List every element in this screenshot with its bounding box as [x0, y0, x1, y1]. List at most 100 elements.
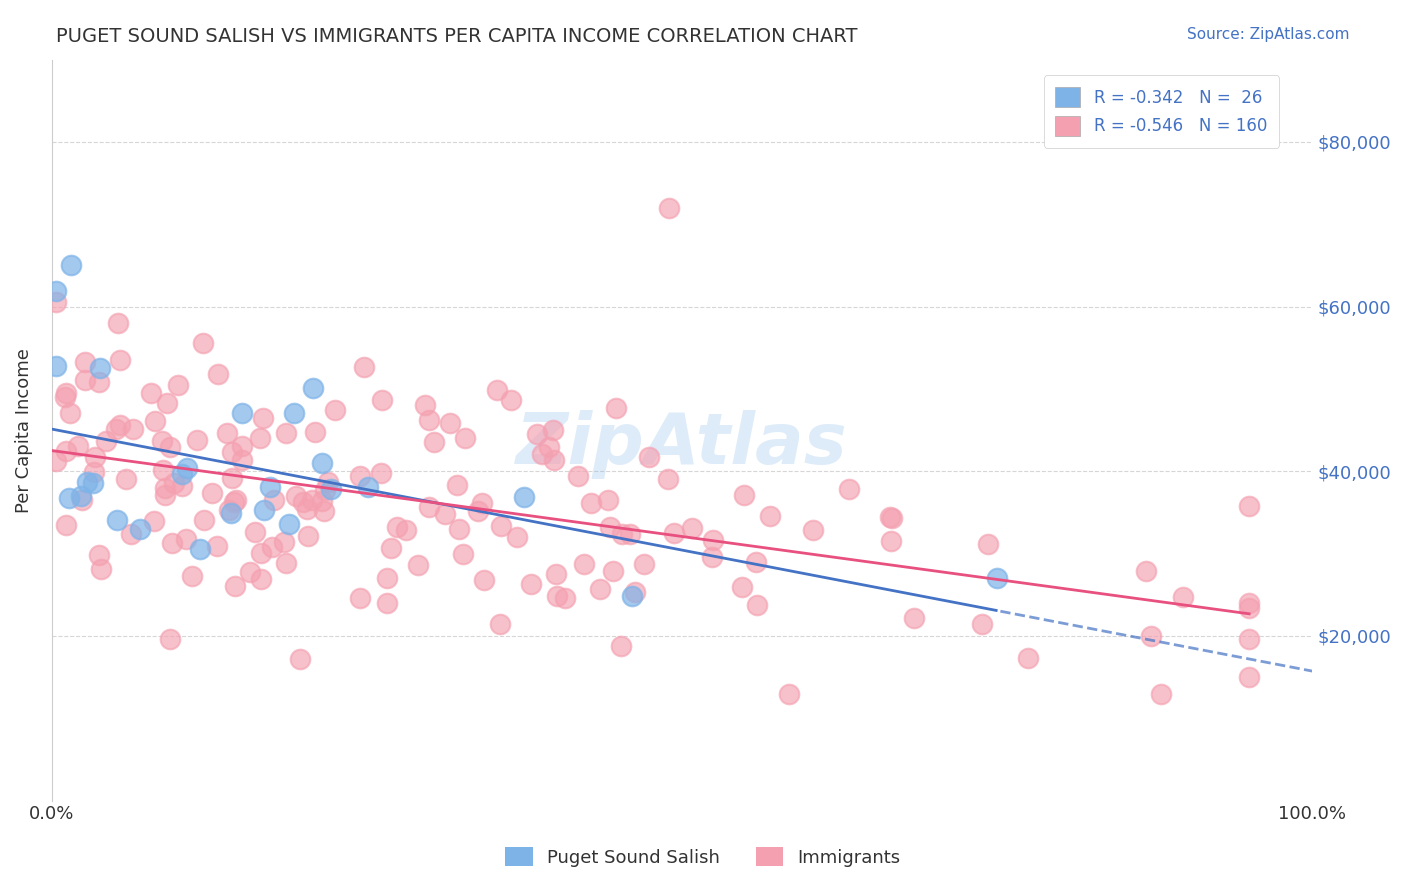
Point — [152, 434, 174, 448]
Point — [277, 517, 299, 532]
Point — [297, 529, 319, 543]
Point — [880, 534, 903, 549]
Point — [1171, 590, 1194, 604]
Point — [156, 396, 179, 410]
Point — [249, 432, 271, 446]
Point — [219, 506, 242, 520]
Point — [370, 467, 392, 481]
Point — [609, 639, 631, 653]
Point — [380, 541, 402, 555]
Point — [207, 367, 229, 381]
Point — [541, 423, 564, 437]
Point — [249, 546, 271, 560]
Point — [160, 535, 183, 549]
Point — [554, 591, 576, 605]
Point — [139, 386, 162, 401]
Point — [276, 556, 298, 570]
Point — [221, 471, 243, 485]
Point — [252, 411, 274, 425]
Point — [977, 537, 1000, 551]
Point — [231, 453, 253, 467]
Point — [94, 434, 117, 448]
Point — [485, 383, 508, 397]
Point — [283, 406, 305, 420]
Point — [619, 527, 641, 541]
Point — [467, 504, 489, 518]
Point — [167, 378, 190, 392]
Point — [314, 503, 336, 517]
Legend: Puget Sound Salish, Immigrants: Puget Sound Salish, Immigrants — [498, 840, 908, 874]
Point — [620, 589, 643, 603]
Point — [733, 488, 755, 502]
Point — [239, 565, 262, 579]
Point — [181, 568, 204, 582]
Point — [531, 447, 554, 461]
Point — [188, 542, 211, 557]
Point — [314, 483, 336, 497]
Point — [44, 454, 66, 468]
Point — [87, 549, 110, 563]
Point — [274, 426, 297, 441]
Point — [434, 507, 457, 521]
Point — [105, 422, 128, 436]
Point — [55, 443, 77, 458]
Point — [413, 398, 436, 412]
Point — [172, 479, 194, 493]
Text: PUGET SOUND SALISH VS IMMIGRANTS PER CAPITA INCOME CORRELATION CHART: PUGET SOUND SALISH VS IMMIGRANTS PER CAP… — [56, 27, 858, 45]
Point — [423, 434, 446, 449]
Point — [201, 486, 224, 500]
Point — [153, 488, 176, 502]
Point — [70, 492, 93, 507]
Point — [574, 557, 596, 571]
Point — [731, 580, 754, 594]
Point — [45, 285, 67, 299]
Point — [700, 549, 723, 564]
Point — [637, 450, 659, 464]
Point — [353, 359, 375, 374]
Point — [1239, 670, 1261, 684]
Point — [406, 558, 429, 572]
Point — [186, 433, 208, 447]
Point — [55, 390, 77, 404]
Point — [745, 555, 768, 569]
Point — [59, 259, 82, 273]
Point — [76, 475, 98, 489]
Point — [87, 375, 110, 389]
Point — [222, 495, 245, 509]
Legend: R = -0.342   N =  26, R = -0.546   N = 160: R = -0.342 N = 26, R = -0.546 N = 160 — [1043, 75, 1279, 148]
Point — [311, 456, 333, 470]
Point — [747, 598, 769, 612]
Point — [284, 489, 307, 503]
Point — [972, 616, 994, 631]
Point — [567, 469, 589, 483]
Point — [193, 513, 215, 527]
Point — [546, 566, 568, 581]
Point — [602, 564, 624, 578]
Point — [191, 335, 214, 350]
Point — [986, 571, 1008, 585]
Point — [596, 492, 619, 507]
Point — [292, 495, 315, 509]
Point — [838, 482, 860, 496]
Point — [1239, 596, 1261, 610]
Point — [224, 579, 246, 593]
Point — [879, 509, 901, 524]
Point — [537, 440, 560, 454]
Point — [243, 524, 266, 539]
Point — [83, 450, 105, 465]
Point — [1239, 500, 1261, 514]
Point — [311, 494, 333, 508]
Point — [69, 489, 91, 503]
Point — [260, 540, 283, 554]
Point — [143, 414, 166, 428]
Point — [1135, 564, 1157, 578]
Point — [778, 687, 800, 701]
Point — [488, 617, 510, 632]
Point — [499, 392, 522, 407]
Point — [105, 512, 128, 526]
Y-axis label: Per Capita Income: Per Capita Income — [15, 348, 32, 513]
Point — [543, 453, 565, 467]
Point — [259, 480, 281, 494]
Point — [385, 520, 408, 534]
Point — [115, 472, 138, 486]
